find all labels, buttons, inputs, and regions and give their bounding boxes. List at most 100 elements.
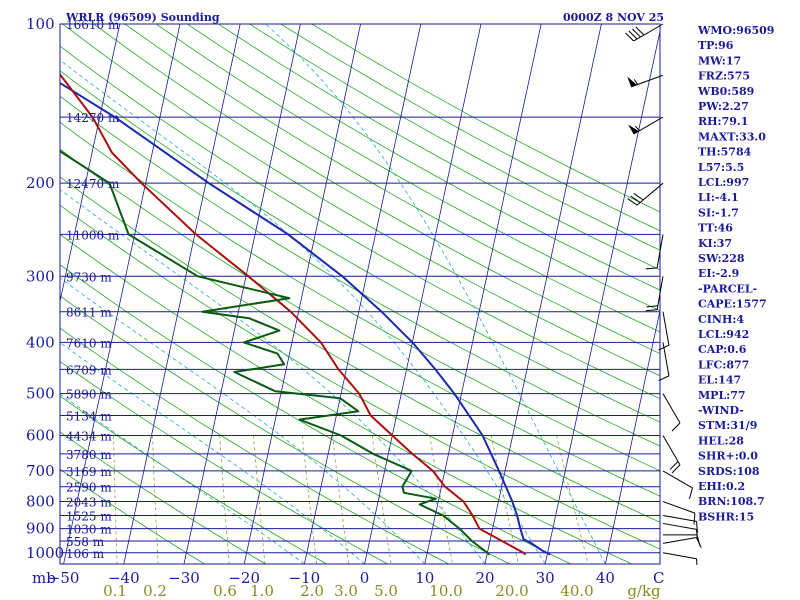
dry-adiabat	[60, 176, 660, 523]
dry-adiabat	[60, 204, 660, 550]
moist-adiabat	[60, 277, 426, 564]
index-line: WB0:589	[697, 85, 754, 98]
temperature-tick-label: 0	[360, 569, 370, 587]
mixing-ratio-line	[556, 435, 589, 564]
height-label: 12470 m	[66, 177, 120, 191]
index-line: CAPE:1577	[698, 298, 767, 311]
height-label: 2043 m	[66, 496, 112, 510]
index-line: TP:96	[698, 39, 734, 52]
height-label: 3780 m	[66, 448, 112, 462]
index-line: LCL:942	[698, 328, 749, 341]
index-line: SW:228	[698, 252, 745, 265]
wind-barb	[662, 393, 681, 432]
isotherm	[63, 24, 181, 564]
height-label: 11000 m	[66, 228, 120, 242]
index-line: EHI:0.2	[698, 480, 745, 493]
mixing-ratio-line	[429, 435, 453, 564]
index-line: MPL:77	[698, 389, 746, 402]
mixing-ratio-tick-label: 20.0	[495, 582, 528, 600]
dry-adiabat	[186, 24, 660, 291]
diagram-grid	[60, 24, 660, 564]
dry-adiabat	[62, 24, 660, 377]
temperature-tick-label: 30	[536, 569, 555, 587]
mixing-ratio-tick-label: 0.6	[213, 582, 237, 600]
chart-title: WRLR (96509) Sounding	[65, 11, 220, 24]
pressure-tick-label: 200	[26, 174, 55, 192]
wind-barb	[625, 23, 664, 42]
height-label: 16610 m	[66, 18, 120, 32]
index-line: EL:147	[698, 374, 741, 387]
moist-adiabat	[265, 24, 606, 564]
index-line: MAXT:33.0	[698, 130, 766, 143]
height-label: 5134 m	[66, 410, 112, 424]
isotherm	[424, 24, 542, 564]
height-label: 1030 m	[66, 523, 112, 537]
mixing-ratio-unit-label: g/kg	[627, 582, 661, 600]
wind-barb	[627, 182, 664, 206]
moist-adiabat	[60, 342, 365, 564]
dry-adiabat	[60, 395, 327, 564]
pressure-tick-label: 700	[26, 462, 55, 480]
temperature-tick-label: 40	[596, 569, 615, 587]
index-line: STM:31/9	[698, 419, 757, 432]
mixing-ratio-line	[490, 435, 519, 564]
sounding-profiles	[60, 72, 551, 556]
isotherm	[123, 24, 241, 564]
index-line: MW:17	[698, 54, 741, 67]
wind-barb	[645, 276, 664, 312]
dry-adiabat	[60, 45, 660, 400]
mixing-ratio-tick-label: 3.0	[334, 582, 358, 600]
dry-adiabat	[249, 24, 660, 251]
height-label: 3169 m	[66, 465, 112, 479]
index-line: -WIND-	[698, 404, 744, 417]
index-line: PW:2.27	[698, 100, 749, 113]
index-line: TT:46	[698, 222, 733, 235]
index-line: TH:5784	[698, 146, 752, 159]
mixing-ratio-tick-label: 0.2	[143, 582, 167, 600]
index-line: LFC:877	[698, 358, 749, 371]
pressure-tick-label: 300	[26, 267, 55, 285]
isotherm	[364, 24, 482, 564]
height-label: 9730 m	[66, 270, 112, 284]
dewpoint-trace	[60, 149, 491, 556]
pressure-tick-label: 500	[26, 385, 55, 403]
pressure-tick-label: 100	[26, 15, 55, 33]
height-label: 106 m	[66, 547, 105, 561]
dry-adiabat	[60, 264, 571, 564]
temperature-tick-label: −20	[228, 569, 260, 587]
pressure-unit-label: mb	[32, 569, 56, 587]
parcel-trace	[60, 81, 551, 556]
index-line: LI:-4.1	[698, 191, 739, 204]
isotherm	[484, 24, 602, 564]
mixing-ratio-tick-label: 40.0	[560, 582, 593, 600]
pressure-tick-label: 800	[26, 493, 55, 511]
height-label: 14270 m	[66, 111, 120, 125]
dry-adiabat	[60, 70, 660, 423]
pressure-tick-label: 400	[26, 333, 55, 351]
temperature-tick-label: −10	[289, 569, 321, 587]
isotherm	[183, 24, 301, 564]
valid-time: 0000Z 8 NOV 25	[563, 11, 664, 24]
dry-adiabat	[155, 24, 660, 312]
dry-adiabat	[60, 233, 632, 564]
index-line: SRDS:108	[698, 465, 760, 478]
index-line: BRN:108.7	[698, 495, 765, 508]
mixing-ratio-line	[219, 435, 230, 564]
index-line: SI:-1.7	[698, 206, 739, 219]
temperature-tick-label: −40	[108, 569, 140, 587]
wind-barb	[627, 74, 664, 88]
dry-adiabat	[60, 327, 449, 564]
dry-adiabat	[124, 24, 660, 333]
index-line: FRZ:575	[698, 70, 750, 83]
height-label: 5890 m	[66, 388, 112, 402]
index-line: EI:-2.9	[698, 267, 739, 280]
mixing-ratio-line	[301, 435, 318, 564]
temperature-trace	[60, 72, 527, 556]
dry-adiabat	[93, 24, 660, 355]
mixing-ratio-tick-label: 1.0	[250, 582, 274, 600]
stability-indices: WMO:96509 TP:96 MW:17 FRZ:575 WB0:589 PW:2.27…	[697, 24, 774, 523]
height-label: 4434 m	[66, 429, 112, 443]
wind-barb	[662, 552, 698, 565]
